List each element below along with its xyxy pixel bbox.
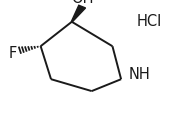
Text: NH: NH [129,67,151,82]
Text: HCl: HCl [137,14,162,29]
Text: OH: OH [71,0,93,6]
Polygon shape [71,5,86,22]
Text: F: F [9,46,17,61]
